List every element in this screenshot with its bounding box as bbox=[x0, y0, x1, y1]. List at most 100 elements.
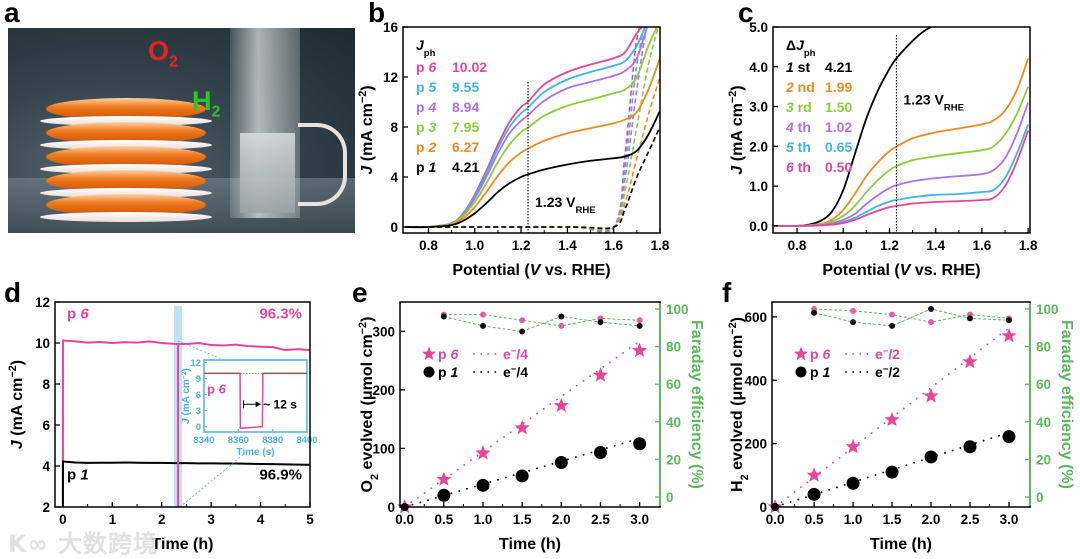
legend-title-part: Δ bbox=[786, 37, 796, 53]
y2-axis-title-part: Faraday efficiency (%) bbox=[1058, 320, 1075, 489]
x-tick-label: 1.6 bbox=[604, 238, 623, 253]
inset-connector bbox=[177, 340, 225, 361]
h2-label-sub: 2 bbox=[211, 103, 221, 121]
inset-series-label-part: 6 bbox=[219, 382, 227, 397]
faraday-efficiency-point bbox=[519, 328, 526, 335]
evolved-circle-point bbox=[885, 465, 899, 479]
y-axis-title-part: 2 bbox=[369, 474, 381, 480]
y-axis-title-part: ) bbox=[729, 85, 746, 90]
x-tick-label: 0.5 bbox=[434, 512, 453, 527]
y-axis-title-part: (mA cm bbox=[9, 378, 26, 441]
legend-label: 3 rd bbox=[786, 99, 812, 115]
legend-theory-label-part: e bbox=[503, 364, 511, 380]
y-tick-label: 4 bbox=[42, 459, 50, 474]
dark-curve bbox=[405, 27, 660, 231]
inset-y-tick-label: 9 bbox=[196, 374, 201, 385]
y-tick-label: 200 bbox=[372, 383, 395, 398]
x-axis-title: Time (h) bbox=[152, 536, 214, 553]
legend-label-part: 2 bbox=[785, 79, 794, 95]
y-tick-label: 2.0 bbox=[749, 139, 768, 154]
faraday-efficiency-point bbox=[636, 322, 643, 329]
evolved-circle-point bbox=[846, 476, 860, 490]
legend-value: 9.55 bbox=[452, 79, 479, 95]
light-curve bbox=[773, 58, 1029, 227]
legend-label-part: p bbox=[810, 364, 822, 380]
panel-label-b: b bbox=[368, 0, 385, 28]
y-axis-title-part: (mA cm bbox=[359, 103, 376, 166]
legend-label-part: 5 bbox=[428, 79, 436, 95]
faraday-efficiency-point bbox=[440, 313, 447, 320]
y-tick-label: 0 bbox=[387, 500, 395, 515]
o2-label: O2 bbox=[148, 36, 178, 71]
y-tick-label: 8 bbox=[42, 377, 50, 392]
inset-y-tick-label: 6 bbox=[196, 390, 201, 401]
legend-title-part: J bbox=[416, 37, 425, 53]
inset-x-axis-title: Time (s) bbox=[236, 447, 274, 458]
panel-label-a: a bbox=[4, 0, 20, 28]
faraday-efficiency-point bbox=[811, 309, 818, 316]
legend-theory-label-part: e bbox=[503, 346, 511, 362]
y2-tick-label: 40 bbox=[1036, 415, 1051, 430]
annotation-1.23V-part: RHE bbox=[576, 205, 596, 216]
x-tick-label: 1.4 bbox=[926, 238, 945, 253]
dark-curve bbox=[405, 27, 641, 233]
inset-frame bbox=[203, 359, 308, 433]
x-axis-title-part: V bbox=[530, 262, 542, 279]
annotation-1.23V-part: RHE bbox=[944, 102, 964, 113]
light-curve bbox=[773, 86, 1029, 227]
x-tick-label: 1.2 bbox=[880, 238, 899, 253]
legend-label-part: 3 bbox=[786, 99, 794, 115]
x-axis-title: Potential (V vs. RHE) bbox=[822, 262, 980, 279]
faraday-efficiency-point bbox=[928, 305, 935, 312]
faraday-efficiency-point bbox=[519, 317, 526, 324]
legend-label-part: p bbox=[416, 159, 428, 175]
inset-x-tick-label: 8400 bbox=[296, 435, 317, 446]
evolved-circle-point bbox=[1002, 430, 1016, 444]
panel-label-c: c bbox=[738, 0, 754, 28]
legend-title: Jph bbox=[416, 37, 436, 59]
legend-value: 0.50 bbox=[825, 159, 852, 175]
y-axis-title-part: H bbox=[729, 480, 746, 492]
plot-frame bbox=[772, 26, 1031, 234]
faraday-efficiency-point bbox=[480, 322, 487, 329]
y-tick-label: 3.0 bbox=[749, 100, 768, 115]
legend-label-part: th bbox=[794, 159, 811, 175]
x-tick-label: 2.5 bbox=[961, 512, 980, 527]
y-axis-title-part: O bbox=[359, 480, 376, 492]
faraday-efficiency-point bbox=[558, 313, 565, 320]
y-tick-label: 400 bbox=[744, 373, 767, 388]
y2-tick-label: 60 bbox=[1036, 377, 1051, 392]
legend-theory-label: e−/2 bbox=[875, 346, 900, 363]
y-axis-title-part: −2 bbox=[727, 91, 739, 103]
legend-value: 10.02 bbox=[452, 59, 487, 75]
plot-frame bbox=[402, 26, 661, 234]
cathode-plate bbox=[240, 133, 295, 213]
legend-label-part: p bbox=[416, 119, 428, 135]
evolved-circle-point bbox=[437, 488, 451, 502]
legend-label: p 6 bbox=[416, 59, 436, 75]
x-tick-label: 3.0 bbox=[630, 512, 649, 527]
evolved-star-point bbox=[436, 471, 452, 486]
evolved-circle-point bbox=[963, 440, 977, 454]
panel-label-f: f bbox=[722, 277, 732, 308]
plot-frame bbox=[771, 301, 1031, 508]
legend-label-part: p bbox=[438, 364, 450, 380]
x-tick-label: 0.0 bbox=[766, 512, 785, 527]
inset-x-tick-label: 8360 bbox=[228, 435, 249, 446]
faraday-efficiency-point bbox=[889, 322, 896, 329]
x-tick-label: 0.0 bbox=[395, 512, 414, 527]
legend-label-part: rd bbox=[794, 99, 812, 115]
evolved-star-point bbox=[806, 467, 822, 482]
y-axis-title-part: ) bbox=[359, 317, 376, 322]
x-tick-label: 3 bbox=[207, 512, 215, 527]
y-tick-label: 2 bbox=[42, 500, 50, 515]
evolved-circle-point bbox=[633, 437, 647, 451]
inset-y-axis-title-part: (mA cm bbox=[181, 379, 192, 418]
x-tick-label: 1.6 bbox=[973, 238, 992, 253]
y-tick-label: 10 bbox=[35, 336, 50, 351]
evolved-star-point bbox=[1001, 327, 1017, 343]
y-tick-label: 8 bbox=[390, 120, 398, 135]
x-tick-label: 0.5 bbox=[805, 512, 824, 527]
